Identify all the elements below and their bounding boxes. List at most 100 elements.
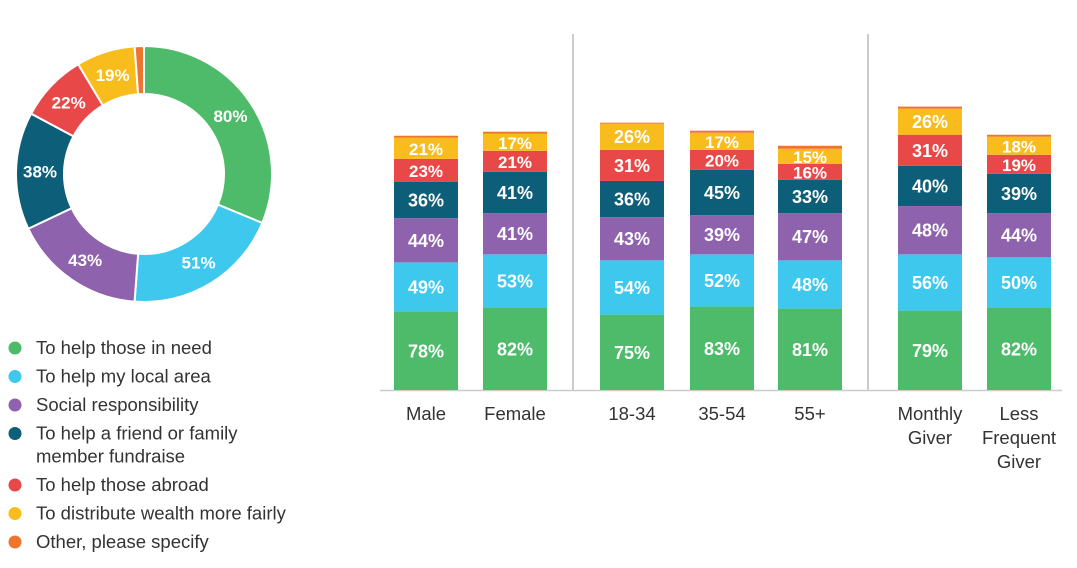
bar-value-label: 83% (704, 339, 740, 359)
x-tick-label: Male (406, 403, 446, 424)
bar-segment-to-help-my-local-area (394, 262, 458, 312)
donut-slice-label: 38% (23, 162, 57, 181)
bar-value-label: 43% (614, 229, 650, 249)
donut-slice-label: 22% (52, 93, 86, 112)
bar-value-label: 41% (497, 183, 533, 203)
bar-segment-social-responsibility (987, 213, 1051, 258)
bar-value-label: 75% (614, 343, 650, 363)
donut-chart: 80% 51% 43% 38% 22% 19% (15, 44, 273, 303)
donut-slice-label: 19% (96, 66, 130, 85)
donut-slice-label: 80% (213, 107, 247, 126)
bar-segment-to-help-those-in-need (483, 307, 547, 390)
bar-segment-to-help-those-in-need (898, 310, 962, 390)
legend-marker (8, 341, 22, 355)
legend-marker (8, 507, 22, 520)
legend-label: To help those abroad (36, 474, 209, 495)
legend-marker (8, 427, 22, 440)
bar-segment-to-help-those-abroad (394, 158, 458, 182)
donut-slice-label: 43% (68, 251, 102, 270)
bar-value-label: 21% (498, 153, 532, 172)
bar-segment-to-help-my-local-area (778, 260, 842, 309)
bar-value-label: 36% (614, 190, 650, 210)
x-tick-label: Frequent (982, 427, 1056, 448)
bar-segment-to-help-my-local-area (600, 260, 664, 315)
bar-segment-other-please-specify (898, 106, 962, 109)
bar-segment-social-responsibility (483, 213, 547, 255)
bar-segment-to-help-a-friend-or-family-member-fundraise (394, 181, 458, 219)
bar-value-label: 49% (408, 277, 444, 297)
bar-segment-to-help-a-friend-or-family-member-fundraise (898, 165, 962, 207)
legend-label: To help a friend or family (36, 423, 238, 444)
bar-value-label: 40% (912, 176, 948, 196)
bar-segment-to-help-a-friend-or-family-member-fundraise (778, 179, 842, 214)
bar-segment-to-help-those-in-need (600, 314, 664, 390)
bar-segment-to-help-those-abroad (690, 149, 754, 170)
bar-segment-to-help-those-in-need (690, 306, 754, 390)
legend-marker (8, 535, 22, 549)
bar-segment-to-help-those-in-need (987, 307, 1051, 390)
bar-value-label: 39% (1001, 184, 1037, 204)
bar-segment-to-help-my-local-area (987, 257, 1051, 308)
x-tick-label: Monthly (898, 403, 964, 424)
bar-value-label: 20% (705, 151, 739, 170)
bar-value-label: 47% (792, 227, 828, 247)
bar-segment-other-please-specify (600, 122, 664, 124)
legend-marker (8, 370, 22, 383)
bar-segment-other-please-specify (483, 131, 547, 134)
bar-value-label: 52% (704, 271, 740, 291)
bar-value-label: 39% (704, 225, 740, 245)
bar-segment-to-distribute-wealth-more-fairly (778, 148, 842, 164)
bar-segment-social-responsibility (778, 213, 842, 261)
bar-segment-to-help-those-abroad (898, 134, 962, 166)
bar-segment-to-help-those-abroad (778, 163, 842, 180)
bar-value-label: 19% (1002, 156, 1036, 175)
bar-value-label: 44% (408, 231, 444, 251)
bar-value-label: 48% (912, 221, 948, 241)
donut-slice-to-help-those-in-need (143, 44, 273, 225)
bar-segment-social-responsibility (898, 206, 962, 255)
bar-segment-social-responsibility (394, 218, 458, 263)
legend-label: To distribute wealth more fairly (36, 503, 287, 524)
bar-value-label: 82% (497, 339, 533, 359)
bar-value-label: 53% (497, 271, 533, 291)
donut-slice-label: 51% (182, 254, 216, 273)
bar-segment-to-distribute-wealth-more-fairly (690, 132, 754, 150)
bar-segment-other-please-specify (778, 145, 842, 149)
bar-value-label: 81% (792, 340, 828, 360)
bar-value-label: 48% (792, 275, 828, 295)
legend-label: Social responsibility (36, 394, 199, 415)
bar-value-label: 26% (912, 112, 948, 132)
bar-segment-to-distribute-wealth-more-fairly (987, 136, 1051, 155)
bar-value-label: 56% (912, 273, 948, 293)
bar-segment-to-help-those-abroad (987, 154, 1051, 174)
bar-segment-social-responsibility (690, 215, 754, 255)
bar-value-label: 31% (912, 141, 948, 161)
bar-segment-to-help-those-abroad (483, 150, 547, 172)
bar-segment-to-help-my-local-area (898, 254, 962, 311)
bar-value-label: 50% (1001, 273, 1037, 293)
bar-value-label: 26% (614, 127, 650, 147)
bar-segment-to-distribute-wealth-more-fairly (898, 108, 962, 135)
bar-value-label: 23% (409, 162, 443, 181)
legend-label: To help those in need (36, 337, 212, 358)
bar-value-label: 17% (498, 134, 532, 153)
bar-segment-to-distribute-wealth-more-fairly (394, 137, 458, 159)
bar-segment-other-please-specify (987, 134, 1051, 137)
x-tick-label: 35-54 (698, 403, 745, 424)
bar-segment-to-help-those-in-need (778, 308, 842, 390)
bar-segment-to-help-a-friend-or-family-member-fundraise (690, 169, 754, 216)
stacked-bar-chart: 78%49%44%36%23%21%Male82%53%41%41%21%17%… (380, 34, 1062, 472)
bar-value-label: 17% (705, 133, 739, 152)
bar-value-label: 44% (1001, 226, 1037, 246)
legend-label: member fundraise (36, 446, 185, 467)
bar-value-label: 18% (1002, 137, 1036, 156)
bar-value-label: 41% (497, 224, 533, 244)
bar-value-label: 79% (912, 341, 948, 361)
x-tick-label: Giver (997, 451, 1041, 472)
bar-value-label: 21% (409, 140, 443, 159)
bar-segment-to-help-my-local-area (690, 254, 754, 307)
x-tick-label: 55+ (794, 403, 825, 424)
bar-value-label: 33% (792, 187, 828, 207)
bar-segment-other-please-specify (394, 135, 458, 138)
